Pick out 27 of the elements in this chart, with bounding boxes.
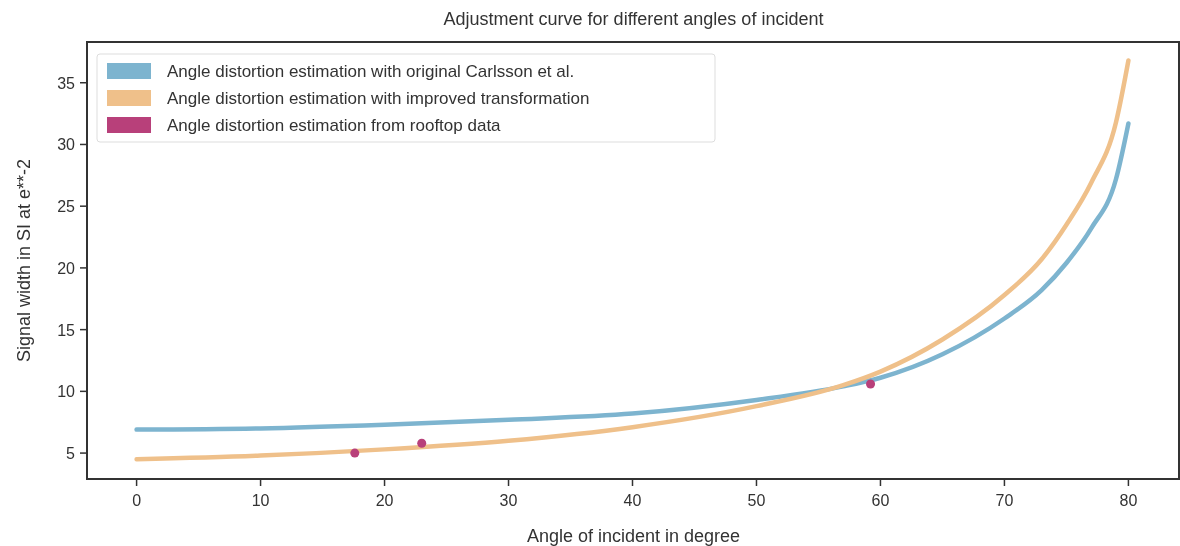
- x-tick-label: 20: [375, 492, 394, 509]
- x-tick-label: 0: [132, 492, 142, 509]
- x-tick-label: 80: [1119, 492, 1138, 509]
- line-series: [134, 121, 1131, 432]
- line-series: [134, 58, 1131, 462]
- point: [350, 448, 360, 458]
- x-tick-label: 50: [747, 492, 766, 509]
- x-tick-label: 10: [251, 492, 270, 509]
- y-tick-label: 25: [57, 198, 76, 216]
- legend-label: Angle distortion estimation with original Carlsson et al.: [167, 62, 575, 81]
- x-tick-label: 30: [499, 492, 518, 509]
- y-tick-label: 10: [57, 383, 76, 401]
- y-tick-label: 20: [57, 259, 76, 277]
- y-tick-label: 15: [57, 321, 76, 339]
- y-tick-label: 5: [66, 445, 76, 463]
- x-tick-label: 40: [623, 492, 642, 509]
- legend-label: Angle distortion estimation with improved transformation: [167, 89, 590, 108]
- y-tick-label: 35: [57, 74, 76, 92]
- point: [866, 379, 876, 389]
- x-tick-label: 70: [995, 492, 1014, 509]
- legend-label: Angle distortion estimation from rooftop data: [167, 116, 502, 135]
- chart-title: Adjustment curve for different angles of incident: [443, 9, 824, 29]
- y-tick-label: 30: [57, 136, 76, 154]
- y-axis-title: Signal width in SI at e**-2: [14, 158, 34, 363]
- point: [417, 438, 427, 448]
- x-axis-title: Angle of incident in degree: [526, 526, 741, 546]
- x-tick-label: 60: [871, 492, 890, 509]
